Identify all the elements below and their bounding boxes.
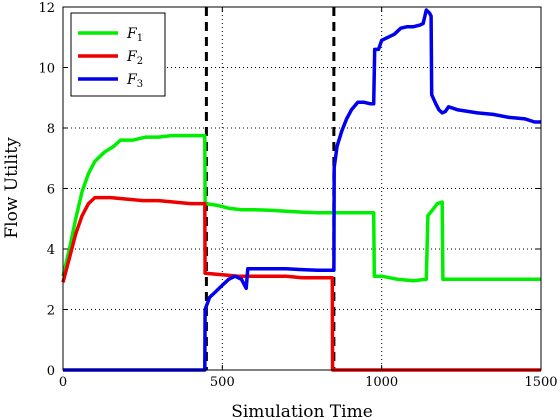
series-line-f2 — [61, 195, 541, 372]
x-tick-label: 0 — [59, 375, 67, 390]
x-tick-label: 1500 — [524, 375, 557, 390]
y-tick-label: 2 — [47, 304, 55, 319]
vertical-markers — [204, 7, 336, 370]
x-tick-label: 500 — [210, 375, 235, 390]
legend-label: F3 — [126, 72, 143, 90]
x-axis-label: Simulation Time — [231, 402, 373, 420]
series-lines — [61, 8, 541, 372]
y-tick-label: 12 — [38, 1, 55, 16]
series-line-f1 — [61, 133, 541, 283]
y-axis-label: Flow Utility — [2, 137, 22, 239]
series-line-f3 — [63, 8, 541, 372]
y-tick-label: 4 — [47, 243, 55, 258]
y-tick-label: 8 — [47, 122, 55, 137]
legend-label: F2 — [126, 49, 143, 67]
y-tick-label: 10 — [38, 62, 55, 77]
x-tick-label: 1000 — [365, 375, 398, 390]
legend-label: F1 — [126, 26, 143, 44]
axis-ticks: 0 500 1000 1500 0 2 4 6 8 10 12 — [38, 1, 557, 390]
y-tick-label: 0 — [47, 364, 55, 379]
grid — [63, 7, 541, 370]
y-tick-label: 6 — [47, 183, 55, 198]
legend: F1 F2 F3 — [70, 12, 166, 97]
